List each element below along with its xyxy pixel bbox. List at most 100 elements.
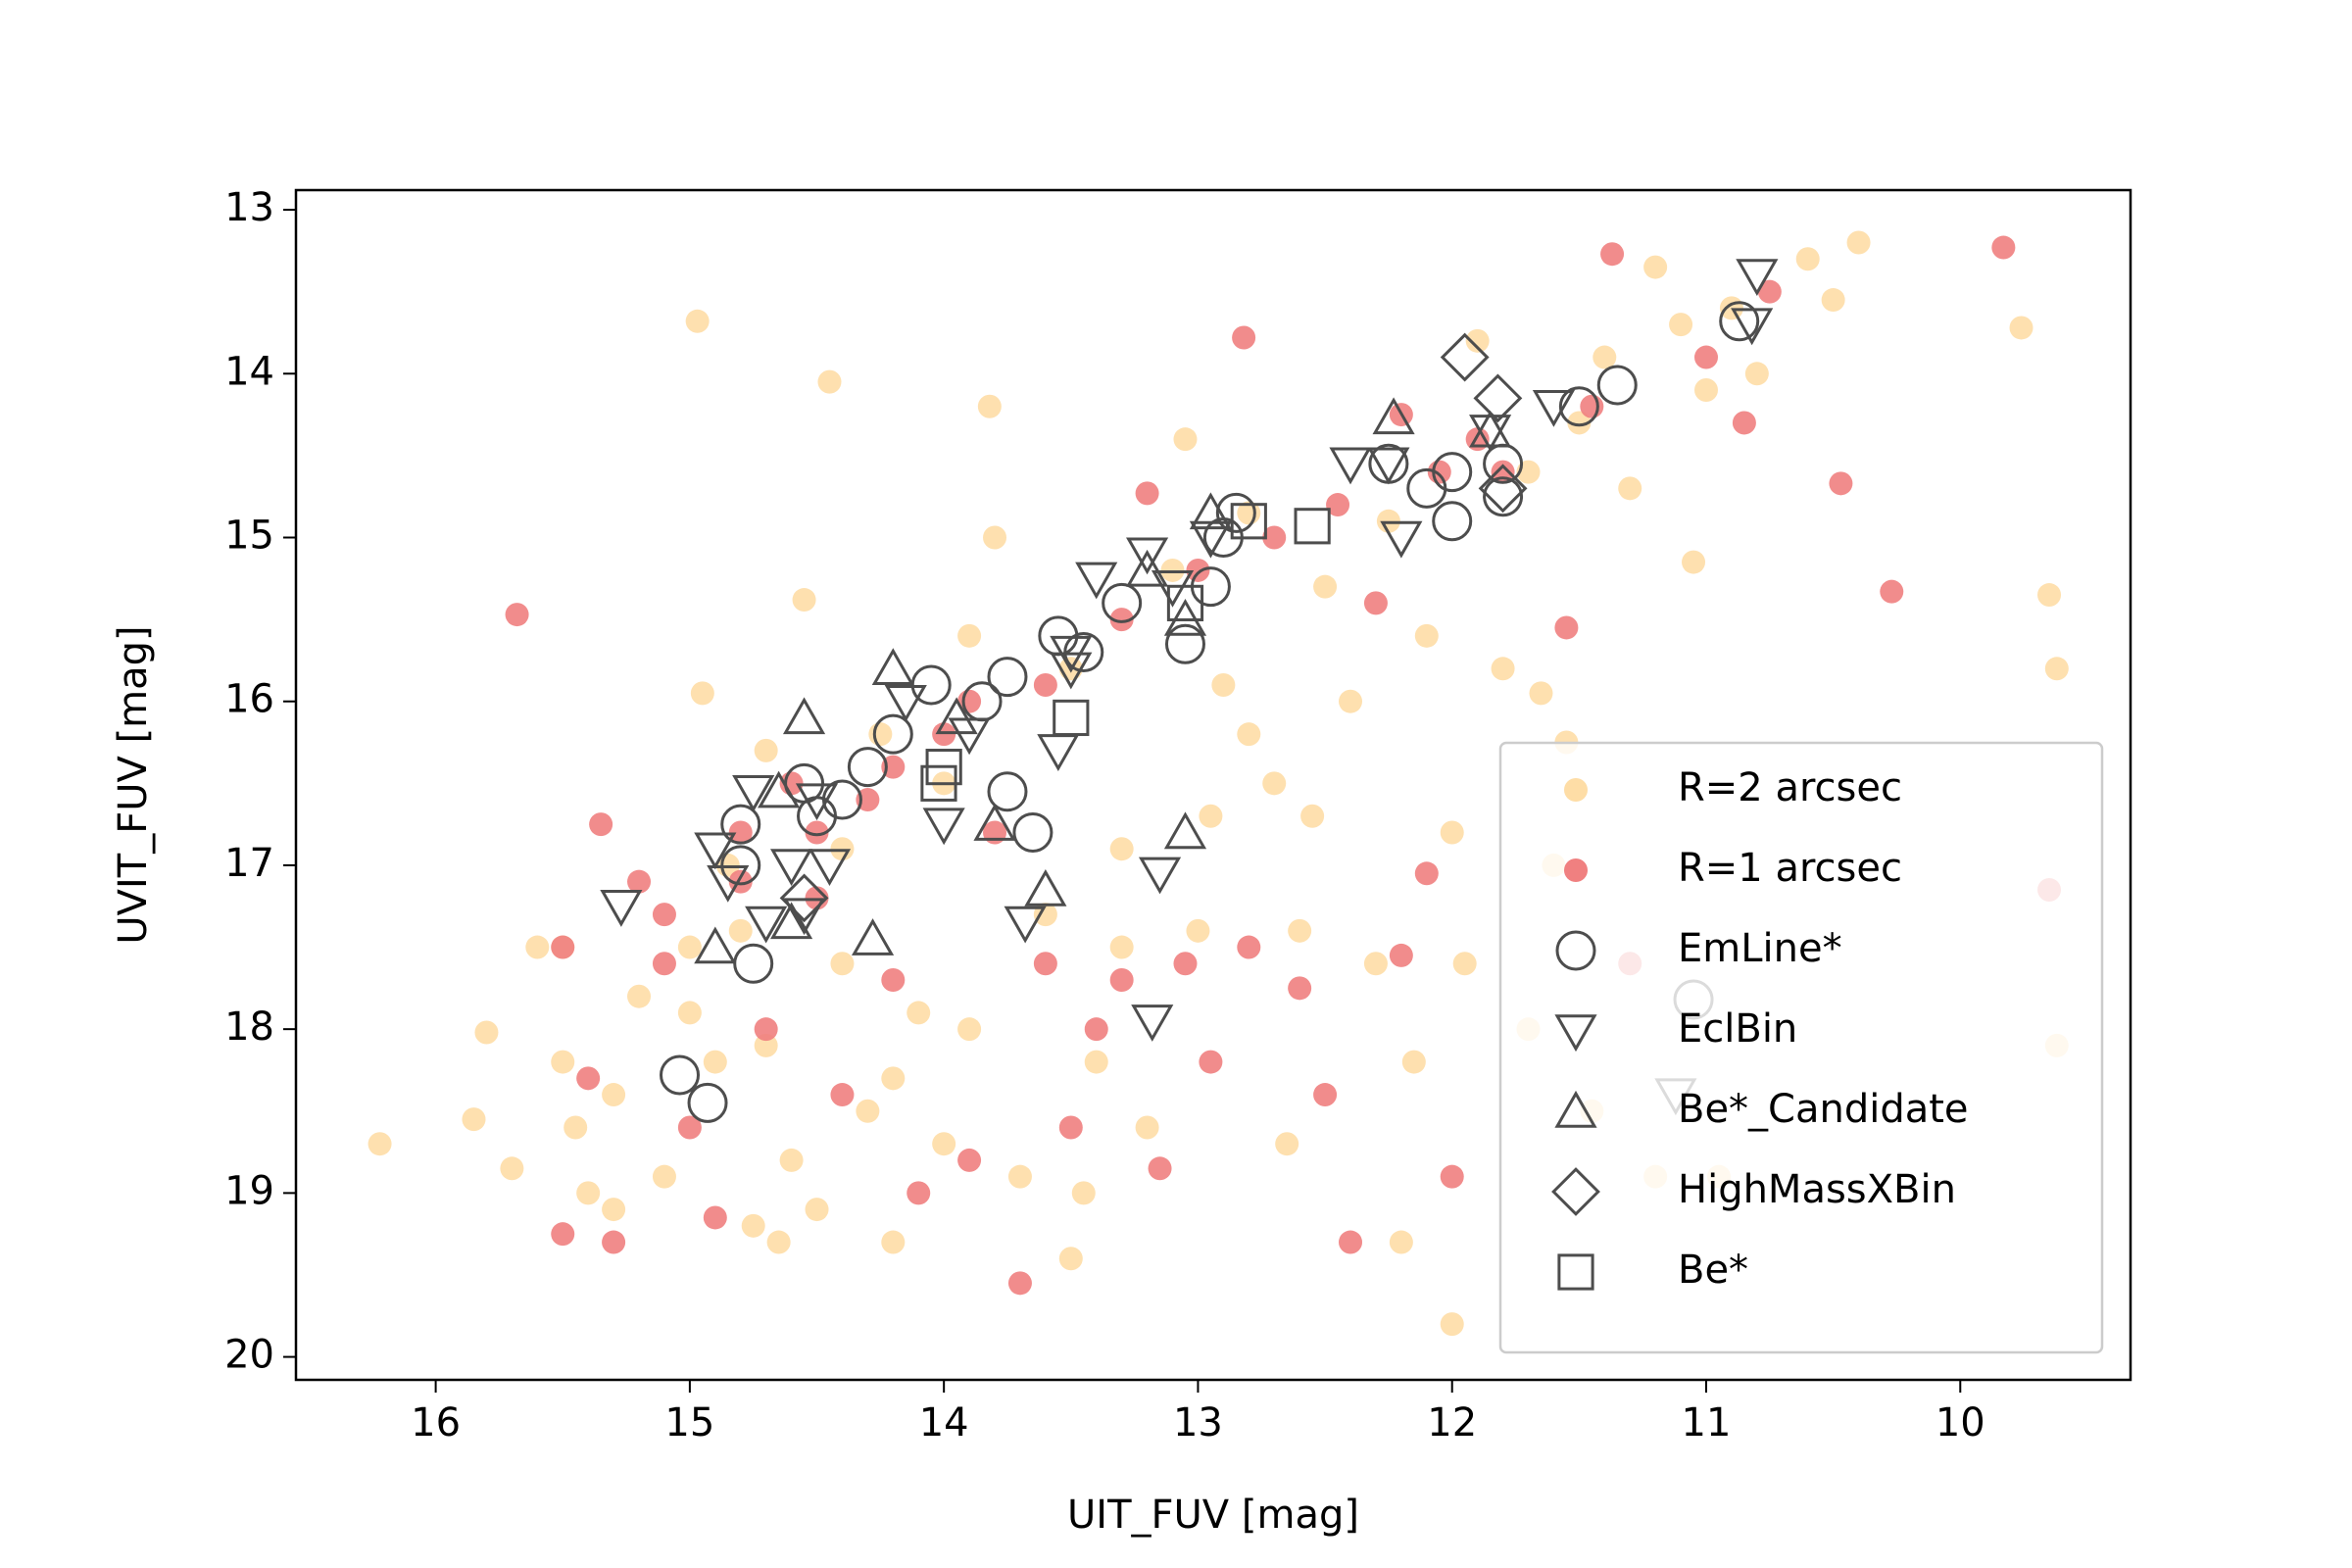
marker-triangle-down — [1050, 652, 1093, 690]
point — [1313, 1083, 1338, 1107]
series — [694, 397, 1512, 964]
marker-triangle-up — [935, 697, 978, 735]
x-tick-label: 15 — [664, 1400, 714, 1446]
plot-frame — [294, 188, 2132, 1382]
marker-circle — [872, 713, 913, 755]
point — [505, 603, 529, 627]
point — [703, 1205, 727, 1230]
marker-triangle-down — [1050, 635, 1093, 673]
point — [690, 681, 714, 706]
point — [1414, 861, 1439, 886]
point — [1288, 918, 1312, 943]
point — [1058, 1115, 1083, 1140]
marker-circle — [1368, 443, 1409, 484]
point — [1880, 579, 1904, 604]
point — [1135, 1115, 1159, 1140]
point — [1829, 471, 1853, 496]
point — [1401, 1050, 1426, 1074]
y-tick-label: 20 — [224, 1333, 274, 1378]
point — [1288, 976, 1312, 1001]
point — [1991, 235, 2016, 260]
point — [525, 935, 550, 959]
point — [677, 935, 702, 959]
point — [368, 1132, 392, 1156]
marker-triangle-down — [884, 685, 927, 722]
marker-circle — [1164, 623, 1205, 664]
marker-circle — [720, 845, 761, 886]
point — [1199, 1050, 1223, 1074]
x-tick-label: 16 — [411, 1400, 461, 1446]
marker-triangle-down — [1532, 390, 1576, 427]
point — [1237, 935, 1261, 959]
marker-circle — [910, 664, 952, 706]
point — [602, 1230, 626, 1254]
point — [1389, 943, 1413, 967]
marker-square — [1294, 508, 1331, 545]
point — [1109, 935, 1134, 959]
point — [1033, 672, 1057, 697]
point — [1071, 1181, 1096, 1205]
y-tick-label: 19 — [224, 1168, 274, 1213]
point — [627, 984, 652, 1008]
series — [779, 332, 1528, 923]
legend-label: EmLine* — [1678, 926, 1842, 971]
marker-triangle-down — [694, 832, 737, 870]
point — [1033, 952, 1057, 976]
point — [1084, 1017, 1108, 1042]
point — [1109, 967, 1134, 992]
point — [1084, 1050, 1108, 1074]
point — [652, 1164, 676, 1189]
marker-triangle-up — [782, 697, 826, 735]
marker-triangle-up — [1024, 868, 1067, 906]
marker-triangle-down — [1189, 520, 1232, 559]
legend-label: R=1 arcsec — [1678, 846, 1902, 891]
point — [1186, 918, 1210, 943]
point — [805, 1198, 829, 1222]
point — [754, 738, 778, 762]
x-axis-label: UIT_FUV [mag] — [1067, 1493, 1359, 1538]
point — [932, 722, 956, 747]
point — [1389, 1230, 1413, 1254]
marker-triangle-down — [1151, 569, 1195, 608]
marker-circle — [821, 779, 862, 820]
marker-triangle-up — [871, 648, 914, 685]
point — [868, 722, 893, 747]
point — [1135, 481, 1159, 506]
marker-triangle-down — [1731, 308, 1774, 346]
point — [1160, 558, 1185, 582]
marker-circle — [733, 943, 774, 984]
x-tick-label: 11 — [1682, 1400, 1732, 1446]
point — [817, 369, 842, 394]
point — [1186, 558, 1210, 582]
marker-square — [925, 749, 962, 786]
y-tick-label: 13 — [224, 185, 274, 230]
point — [1109, 608, 1134, 632]
point — [728, 820, 753, 845]
marker-square — [1557, 1253, 1594, 1291]
point — [977, 394, 1002, 418]
point — [1440, 820, 1464, 845]
marker-triangle-down — [745, 906, 788, 944]
marker-triangle-up — [851, 918, 895, 956]
point — [1567, 411, 1592, 435]
marker-triangle-up — [1189, 492, 1232, 530]
point — [474, 1020, 499, 1045]
marker-square — [1230, 503, 1267, 540]
point — [906, 1181, 931, 1205]
point — [627, 869, 652, 894]
x-tick-label: 13 — [1173, 1400, 1223, 1446]
marker-triangle-down — [1329, 447, 1372, 485]
point — [677, 1001, 702, 1025]
point — [1339, 1230, 1363, 1254]
marker-triangle-up — [758, 770, 801, 808]
marker-triangle-down — [1367, 447, 1410, 485]
marker-diamond — [1440, 332, 1490, 382]
marker-circle — [1483, 476, 1524, 517]
marker-circle — [1012, 811, 1054, 853]
point — [1300, 804, 1325, 828]
marker-circle — [720, 804, 761, 845]
point — [1580, 394, 1604, 418]
point — [1211, 672, 1236, 697]
point — [754, 1017, 778, 1042]
marker-circle — [987, 771, 1028, 812]
